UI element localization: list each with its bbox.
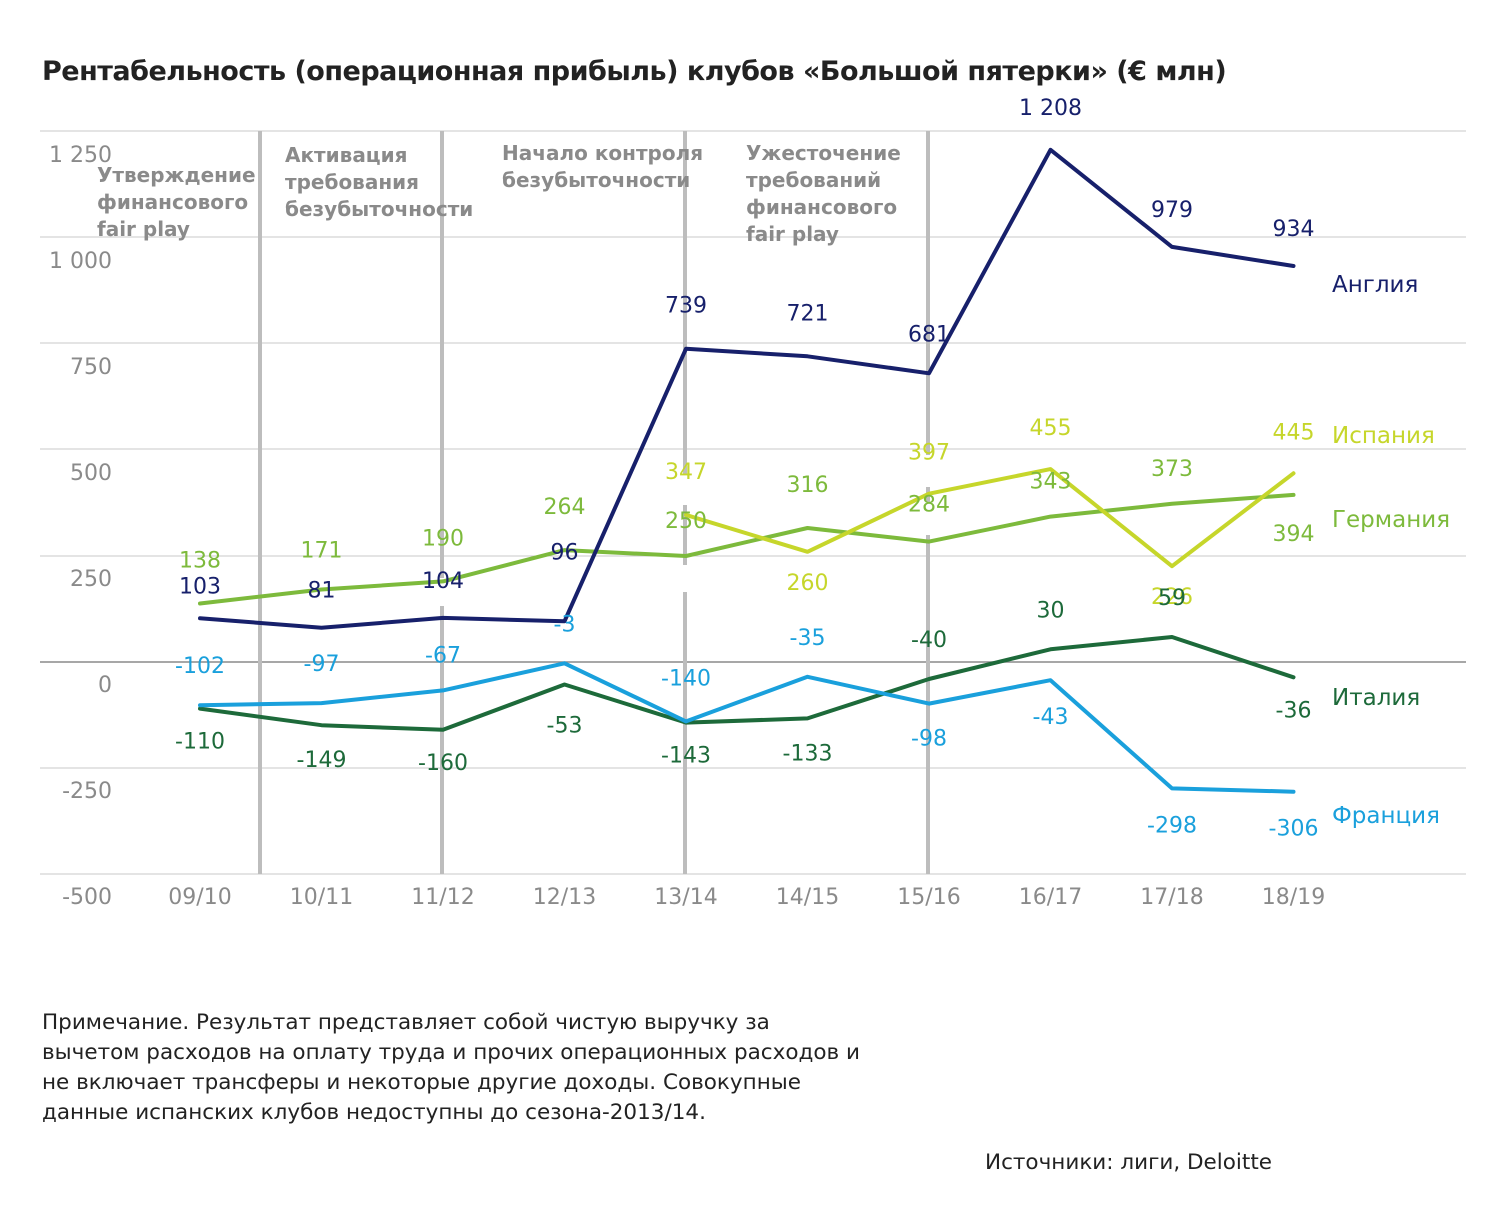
data-label: 104 <box>422 569 464 594</box>
data-label: -98 <box>911 727 947 752</box>
x-tick-label: 13/14 <box>654 885 717 910</box>
series-line-5 <box>198 661 1296 794</box>
data-label: -3 <box>554 612 576 637</box>
event-annotations: Утверждение финансового fair play Активация… <box>97 141 901 246</box>
y-axis-ticks: 1 250 1 000 750 500 250 0 -250 -500 <box>49 143 112 910</box>
event-lines <box>258 131 930 874</box>
x-tick-label: 12/13 <box>533 885 596 910</box>
data-label: 284 <box>908 493 950 518</box>
series-name: Германия <box>1332 507 1450 533</box>
data-label: 138 <box>179 548 221 573</box>
data-label: 260 <box>787 571 829 596</box>
chart-title: Рентабельность (операционная прибыль) кл… <box>42 56 1227 87</box>
data-label: -149 <box>297 748 347 773</box>
data-label: 250 <box>665 509 707 534</box>
x-tick-label: 11/12 <box>411 885 474 910</box>
event-annotation-line: Начало контроля <box>502 141 703 165</box>
data-label: -298 <box>1147 813 1197 838</box>
data-label: -43 <box>1033 705 1069 730</box>
data-label: 455 <box>1030 416 1072 441</box>
data-label: -67 <box>425 643 461 668</box>
x-tick-label: 09/10 <box>168 885 231 910</box>
event-annotation-line: Утверждение <box>97 163 256 187</box>
data-label: -35 <box>790 626 826 651</box>
x-tick-label: 14/15 <box>776 885 839 910</box>
event-annotation-line: безубыточности <box>285 197 473 221</box>
data-label: 81 <box>308 579 336 604</box>
data-label: 721 <box>787 301 829 326</box>
data-label: -110 <box>175 730 225 755</box>
x-tick-label: 15/16 <box>897 885 960 910</box>
data-label: 59 <box>1158 586 1186 611</box>
event-annotation-line: требования <box>285 170 419 194</box>
data-label: -102 <box>175 654 225 679</box>
data-label: 397 <box>908 441 950 466</box>
x-tick-label: 16/17 <box>1019 885 1082 910</box>
series-line-3 <box>198 492 1296 606</box>
data-label: 394 <box>1273 522 1315 547</box>
data-label: 347 <box>665 460 707 485</box>
footnote: Примечание. Результат представляет собой… <box>42 1010 860 1125</box>
series-line-2 <box>684 467 1296 569</box>
y-tick-label: 500 <box>70 461 112 486</box>
data-label: -40 <box>911 628 947 653</box>
data-label: -143 <box>661 744 711 769</box>
event-annotation-line: fair play <box>97 217 190 241</box>
y-tick-label: 1 000 <box>49 249 112 274</box>
y-tick-label: 1 250 <box>49 143 112 168</box>
data-label: 373 <box>1151 457 1193 482</box>
data-label: -133 <box>783 741 833 766</box>
data-label: -306 <box>1269 817 1319 842</box>
line-chart: 1 250 1 000 750 500 250 0 -250 -500 09/10 10/11 1… <box>40 96 1466 910</box>
series-name: Испания <box>1332 423 1435 449</box>
y-tick-label: 0 <box>98 673 112 698</box>
data-label: 96 <box>551 540 579 565</box>
series-line-4 <box>198 635 1296 732</box>
event-annotation-line: требований <box>746 168 881 192</box>
data-label: 1 208 <box>1019 96 1082 121</box>
data-label: 445 <box>1273 420 1315 445</box>
series-name: Италия <box>1332 685 1420 711</box>
data-label: 30 <box>1037 598 1065 623</box>
series-line-1 <box>198 147 1296 630</box>
series-lines <box>198 147 1296 794</box>
data-label: -140 <box>661 666 711 691</box>
data-label: 190 <box>422 526 464 551</box>
data-label: 934 <box>1273 217 1315 242</box>
series-name: Франция <box>1332 803 1440 829</box>
source-credit: Источники: лиги, Deloitte <box>985 1150 1272 1175</box>
data-label: -53 <box>547 713 583 738</box>
data-label: -160 <box>418 751 468 776</box>
data-label: 264 <box>544 495 586 520</box>
data-label: 343 <box>1030 470 1072 495</box>
event-annotation-line: финансового <box>746 195 897 219</box>
event-annotation-line: финансового <box>97 190 248 214</box>
data-label: -97 <box>304 652 340 677</box>
data-label: 316 <box>787 473 829 498</box>
data-label: 681 <box>908 322 950 347</box>
y-tick-label: -250 <box>62 779 112 804</box>
y-tick-label: -500 <box>62 885 112 910</box>
y-tick-label: 250 <box>70 567 112 592</box>
series-name: Англия <box>1332 272 1418 298</box>
event-annotation-line: fair play <box>746 222 839 246</box>
y-tick-label: 750 <box>70 355 112 380</box>
data-label: 979 <box>1151 198 1193 223</box>
data-label: 739 <box>665 294 707 319</box>
event-annotation-line: безубыточности <box>502 168 690 192</box>
data-label: -36 <box>1276 698 1312 723</box>
x-axis-ticks: 09/10 10/11 11/12 12/13 13/14 14/15 15/16 16/17… <box>168 885 1325 910</box>
data-label: 103 <box>179 574 221 599</box>
series-names: Англия Испания Германия Италия Франция <box>1332 272 1450 829</box>
x-tick-label: 10/11 <box>290 885 353 910</box>
event-annotation-line: Ужесточение <box>746 141 901 165</box>
data-label: 226 <box>1151 585 1193 610</box>
x-tick-label: 18/19 <box>1262 885 1325 910</box>
data-label: 171 <box>301 538 343 563</box>
data-labels: 103 81 104 96 739 721 681 1 208 979 934 347 260 397 4… <box>175 96 1318 842</box>
event-annotation-line: Активация <box>285 143 408 167</box>
x-tick-label: 17/18 <box>1140 885 1203 910</box>
grid-lines <box>40 130 1466 875</box>
